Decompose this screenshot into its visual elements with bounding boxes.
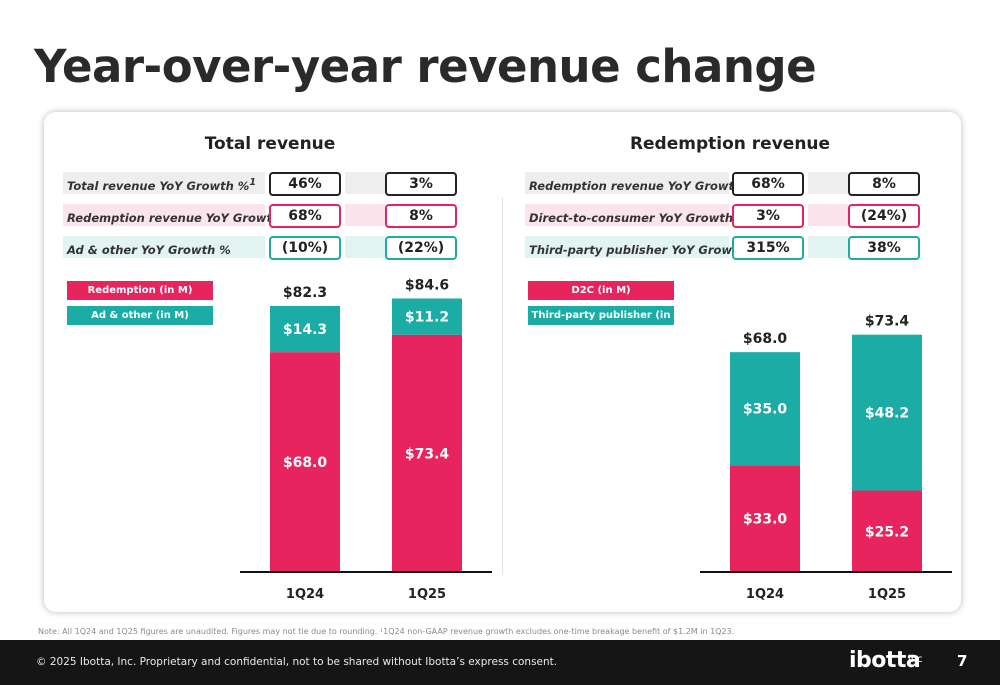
total-value-label: $68.0 (743, 331, 788, 347)
bar-top-1q25 (392, 298, 462, 335)
x-tick-label: 1Q25 (868, 587, 906, 602)
row-band (345, 172, 385, 194)
metric-value-1q25: (24%) (848, 204, 920, 228)
footer-bar: © 2025 Ibotta, Inc. Proprietary and conf… (0, 640, 1000, 685)
bar-value-label: $68.0 (283, 455, 328, 471)
page-number: 7 (957, 652, 968, 670)
metric-label: Direct-to-consumer YoY Growth %1 (525, 204, 755, 226)
row-band (345, 236, 385, 258)
legend-d2c: D2C (in M) (528, 281, 674, 300)
bar-value-label: $25.2 (865, 524, 909, 540)
x-tick-label: 1Q24 (746, 587, 784, 602)
total-value-label: $84.6 (405, 277, 449, 293)
legend-redemption: Redemption (in M) (67, 281, 213, 300)
bar-bottom-1q25 (852, 490, 922, 572)
bar-top-1q24 (270, 305, 340, 353)
metric-row-ad-growth: Ad & other YoY Growth % (10%) (22%) (63, 236, 463, 260)
bar-top-1q25 (852, 334, 922, 491)
row-band (808, 236, 848, 258)
redemption-revenue-title: Redemption revenue (629, 134, 831, 154)
metric-value-1q24: 3% (732, 204, 804, 228)
metric-row-total-growth: Total revenue YoY Growth %1 46% 3% (63, 172, 463, 196)
metric-value-1q24: 46% (269, 172, 341, 196)
metric-label: Redemption revenue YoY Growth %1 (63, 204, 302, 226)
bar-top-1q24 (730, 352, 800, 466)
footnote: Note: All 1Q24 and 1Q25 figures are unau… (38, 627, 735, 636)
total-value-label: $82.3 (283, 285, 327, 301)
metric-value-1q24: 68% (732, 172, 804, 196)
row-band (808, 172, 848, 194)
metric-row-third-party-growth: Third-party publisher YoY Growth % 315% … (525, 236, 925, 260)
total-revenue-chart: $68.0 $14.3 $82.3 1Q24 $73.4 $11.2 $84.6 1Q25 (240, 277, 492, 602)
panel-divider (502, 197, 503, 575)
metric-label: Ad & other YoY Growth % (63, 236, 265, 258)
bar-bottom-1q24 (270, 352, 340, 572)
metric-value-1q25: 3% (385, 172, 457, 196)
metric-value-1q25: 8% (848, 172, 920, 196)
bar-value-label: $35.0 (743, 402, 788, 418)
bar-value-label: $33.0 (743, 512, 788, 528)
metric-value-1q25: 8% (385, 204, 457, 228)
bar-bottom-1q24 (730, 465, 800, 572)
legend-third-party: Third-party publisher (in M) (528, 306, 674, 340)
metric-row-redemption-growth: Redemption revenue YoY Growth %1 68% 8% (63, 204, 463, 228)
bar-value-label: $14.3 (283, 322, 327, 338)
copyright-text: © 2025 Ibotta, Inc. Proprietary and conf… (36, 656, 558, 668)
row-band (345, 204, 385, 226)
total-revenue-title: Total revenue (204, 134, 336, 154)
ibotta-logo: ibotta (849, 648, 921, 673)
metric-row-d2c-growth: Direct-to-consumer YoY Growth %1 3% (24%… (525, 204, 925, 228)
bar-value-label: $73.4 (405, 446, 450, 462)
bar-value-label: $11.2 (405, 310, 449, 326)
metric-label: Total revenue YoY Growth %1 (63, 172, 265, 194)
metric-value-1q24: 315% (732, 236, 804, 260)
bar-bottom-1q25 (392, 334, 462, 572)
legend-ad-other: Ad & other (in M) (67, 306, 213, 325)
page-title: Year-over-year revenue change (34, 40, 817, 93)
redemption-revenue-chart: $33.0 $35.0 $68.0 1Q24 $25.2 $48.2 $73.4 1Q25 (700, 314, 952, 602)
total-value-label: $73.4 (865, 314, 910, 330)
x-tick-label: 1Q25 (408, 587, 446, 602)
metric-value-1q24: (10%) (269, 236, 341, 260)
metric-value-1q25: 38% (848, 236, 920, 260)
row-band (808, 204, 848, 226)
metric-value-1q25: (22%) (385, 236, 457, 260)
metric-value-1q24: 68% (269, 204, 341, 228)
metric-row-redemption-growth: Redemption revenue YoY Growth %1 68% 8% (525, 172, 925, 196)
logo-suffix: inc (908, 654, 923, 665)
x-tick-label: 1Q24 (286, 587, 324, 602)
bar-value-label: $48.2 (865, 406, 909, 422)
metric-label: Third-party publisher YoY Growth % (525, 236, 761, 258)
metric-label: Redemption revenue YoY Growth %1 (525, 172, 764, 194)
